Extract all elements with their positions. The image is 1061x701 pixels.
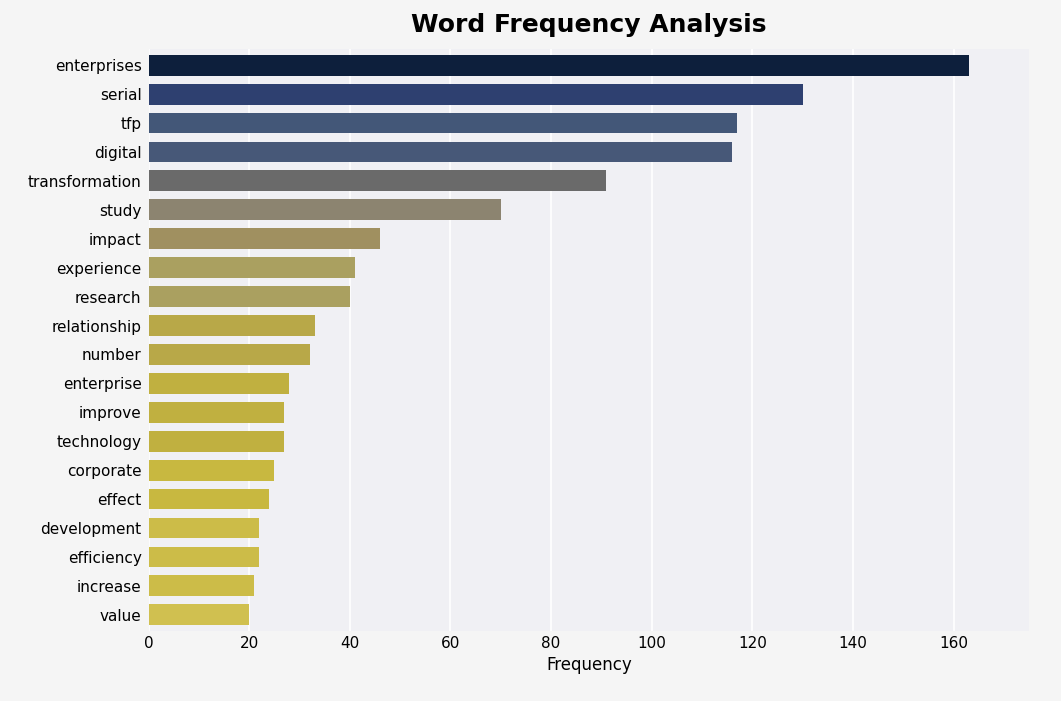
Bar [149,344,310,365]
Bar [149,257,354,278]
Bar [149,547,259,567]
Bar [149,517,259,538]
Title: Word Frequency Analysis: Word Frequency Analysis [411,13,767,37]
Bar [149,373,290,394]
Bar [149,229,380,249]
Bar [149,576,255,597]
Bar [149,83,803,104]
X-axis label: Frequency: Frequency [546,656,631,674]
Bar [149,460,275,481]
Bar [149,170,607,191]
Bar [149,489,269,510]
Bar [149,142,732,163]
Bar [149,113,737,133]
Bar [149,431,284,451]
Bar [149,315,315,336]
Bar [149,199,501,220]
Bar [149,286,350,307]
Bar [149,402,284,423]
Bar [149,55,969,76]
Bar [149,604,249,625]
